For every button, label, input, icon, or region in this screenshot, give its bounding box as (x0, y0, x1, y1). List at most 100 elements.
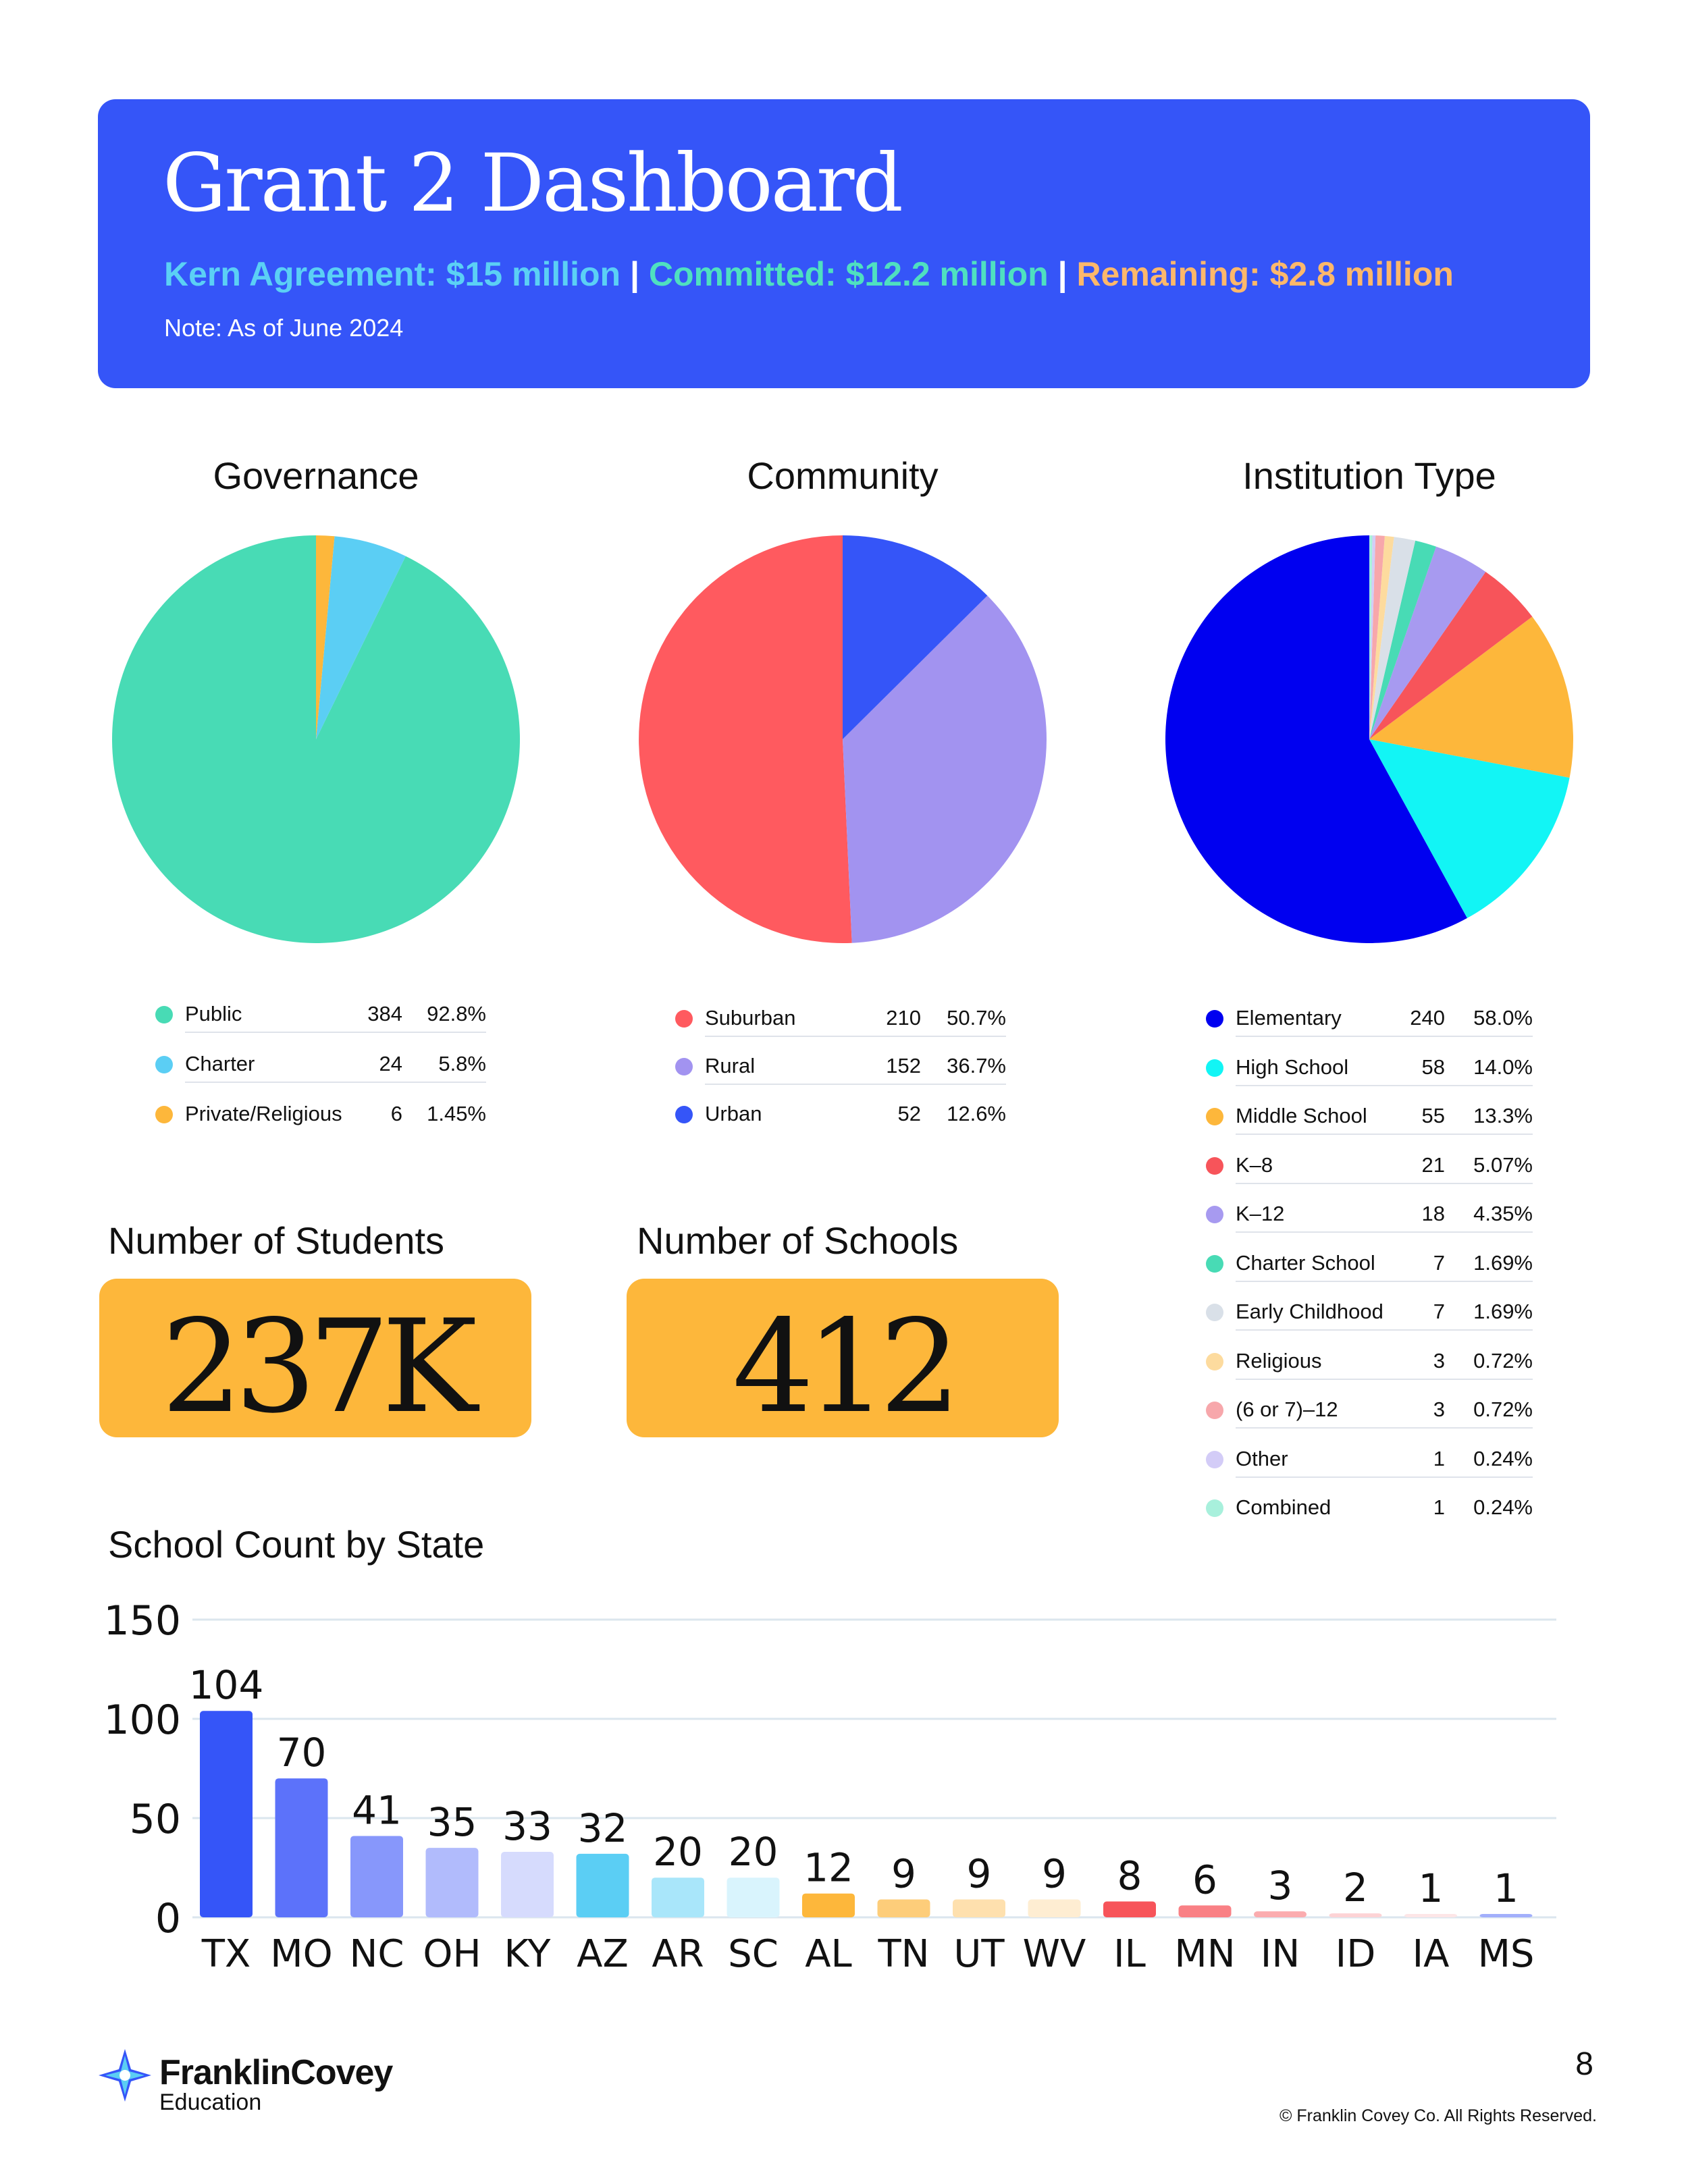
legend-percent: 0.72% (1473, 1397, 1533, 1421)
institution-slice-6-or-7-12 (1369, 535, 1385, 739)
bar-value-label: 6 (1192, 1857, 1217, 1902)
legend-label: Charter School (1236, 1250, 1375, 1275)
bar-value-label: 32 (578, 1805, 628, 1851)
bar-value-label: 9 (891, 1851, 916, 1897)
x-tick-label: OH (423, 1932, 481, 1976)
x-tick-label: NC (350, 1932, 404, 1976)
schools-label: Number of Schools (637, 1219, 959, 1262)
legend-percent: 4.35% (1473, 1202, 1533, 1225)
legend-percent: 1.69% (1473, 1300, 1533, 1323)
institution-slice-early-childhood (1369, 537, 1416, 739)
bar-value-label: 70 (277, 1730, 327, 1776)
institution-slice-middle-school (1369, 616, 1574, 778)
state-chart-title: School Count by State (108, 1523, 485, 1566)
bar-nc (350, 1836, 403, 1917)
institution-legend-item: High School 58 14.0% (1206, 1051, 1533, 1086)
bar-value-label: 9 (1042, 1851, 1067, 1897)
legend-divider (705, 1084, 1006, 1085)
brand-subtitle: Education (159, 2089, 262, 2115)
bar-wv (1028, 1899, 1081, 1917)
x-tick-label: UT (953, 1932, 1005, 1976)
legend-divider (705, 1036, 1006, 1037)
copyright: © Franklin Covey Co. All Rights Reserved… (1280, 2106, 1597, 2125)
community-legend: Suburban 210 50.7% Rural 152 36.7% Urban 52 12.6… (675, 1002, 1006, 1150)
bar-value-label: 9 (967, 1851, 992, 1897)
legend-count: 24 (379, 1052, 402, 1075)
kern-agreement: Kern Agreement: $15 million (164, 255, 621, 293)
bar-value-label: 41 (352, 1787, 402, 1833)
legend-count: 21 (1421, 1152, 1445, 1177)
legend-label: K–8 (1236, 1152, 1273, 1177)
community-legend-item: Urban 52 12.6% (675, 1098, 1006, 1133)
brand-name: FranklinCovey (159, 2053, 393, 2092)
governance-legend-item: Private/Religious 6 1.45% (155, 1098, 486, 1133)
franklincovey-logo-icon (99, 2049, 151, 2102)
institution-slice-elementary (1165, 535, 1468, 943)
legend-swatch (1206, 1206, 1223, 1223)
governance-slice-private-religious (316, 535, 335, 739)
x-tick-label: SC (728, 1932, 779, 1976)
institution-legend-item: Religious 3 0.72% (1206, 1345, 1533, 1380)
legend-swatch (1206, 1352, 1223, 1370)
legend-count: 210 (886, 1006, 921, 1030)
bar-ky (501, 1851, 554, 1917)
legend-count: 18 (1421, 1202, 1445, 1225)
bar-value-label: 3 (1268, 1863, 1293, 1909)
legend-percent: 58.0% (1473, 1006, 1533, 1030)
legend-label: (6 or 7)–12 (1236, 1397, 1338, 1421)
legend-count: 1 (1433, 1495, 1445, 1519)
bar-ar (652, 1877, 704, 1917)
governance-title: Governance (213, 454, 419, 497)
institution-legend-item: K–8 21 5.07% (1206, 1149, 1533, 1184)
legend-divider (1236, 1084, 1533, 1086)
x-tick-label: TX (201, 1932, 251, 1976)
legend-label: Urban (705, 1102, 762, 1125)
bar-il (1103, 1901, 1156, 1917)
legend-count: 6 (390, 1102, 402, 1125)
legend-swatch (1206, 1499, 1223, 1517)
legend-label: Public (185, 1002, 242, 1026)
legend-label: Rural (705, 1054, 756, 1077)
bar-al (802, 1893, 855, 1917)
bar-ia (1404, 1914, 1457, 1917)
legend-divider (1236, 1036, 1533, 1037)
institution-slice-combined (1369, 535, 1373, 739)
community-slice-rural (843, 595, 1047, 943)
bar-value-label: 2 (1343, 1865, 1368, 1911)
institution-slice-charter-school (1369, 540, 1436, 739)
funding-summary: Kern Agreement: $15 million | Committed:… (164, 255, 1454, 294)
legend-count: 3 (1433, 1348, 1445, 1373)
bar-az (576, 1853, 629, 1917)
legend-swatch (675, 1106, 693, 1123)
legend-divider (1236, 1329, 1533, 1331)
legend-swatch (675, 1058, 693, 1075)
schools-card: 412 (627, 1279, 1059, 1441)
legend-swatch (1206, 1402, 1223, 1419)
x-tick-label: ID (1336, 1932, 1376, 1976)
header-banner: Grant 2 Dashboard Kern Agreement: $15 mi… (98, 99, 1590, 388)
community-legend-item: Rural 152 36.7% (675, 1050, 1006, 1085)
bar-value-label: 33 (502, 1803, 552, 1849)
legend-percent: 92.8% (427, 1002, 486, 1026)
y-tick-label: 0 (155, 1895, 181, 1942)
legend-percent: 50.7% (947, 1006, 1006, 1030)
legend-label: Early Childhood (1236, 1300, 1383, 1323)
institution-slice-k-8 (1369, 571, 1533, 739)
x-tick-label: MO (270, 1932, 332, 1976)
date-note: Note: As of June 2024 (164, 314, 404, 342)
x-tick-label: WV (1023, 1932, 1086, 1976)
x-tick-label: IL (1113, 1932, 1146, 1976)
school-count-bar-chart: 050100150104TX70MO41NC35OH33KY32AZ20AR20… (103, 1600, 1556, 1976)
institution-legend-item: Elementary 240 58.0% (1206, 1002, 1533, 1037)
institution-legend-item: Combined 1 0.24% (1206, 1491, 1533, 1526)
x-tick-label: KY (504, 1932, 552, 1976)
bar-value-label: 104 (189, 1662, 264, 1708)
x-tick-label: AL (805, 1932, 852, 1976)
separator: | (1048, 255, 1077, 293)
legend-label: High School (1236, 1055, 1349, 1079)
institution-legend: Elementary 240 58.0% High School 58 14.0% Midd… (1206, 1002, 1533, 1542)
bar-value-label: 8 (1117, 1853, 1142, 1898)
bar-tx (200, 1711, 253, 1917)
governance-slice-public (111, 535, 520, 943)
bar-oh (425, 1848, 479, 1917)
